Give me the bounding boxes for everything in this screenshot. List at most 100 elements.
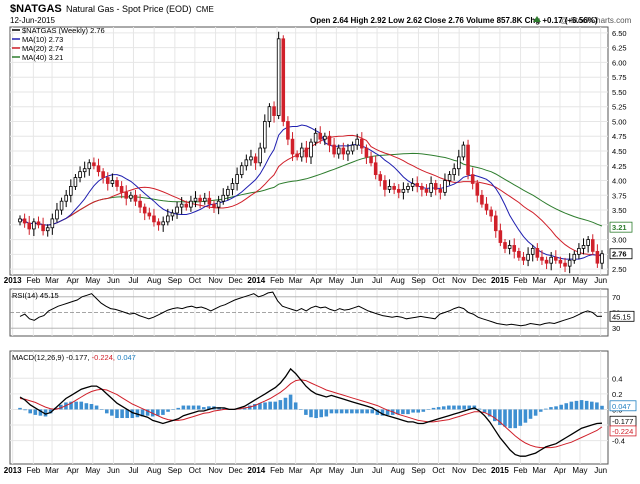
candle-body [336,147,341,155]
x-tick-label: Sep [168,276,183,285]
price-tick-label: 3.00 [612,236,627,245]
candle-body [50,218,55,229]
candle-body [41,224,45,232]
candle-body [138,200,142,208]
x-tick-label: Jul [372,466,382,475]
candle-body [87,162,92,170]
x-tick-label: Nov [208,276,222,285]
macd-histogram-bar [324,409,329,417]
macd-histogram-bar [28,409,32,414]
macd-last-value: -0.177 [612,417,633,426]
grid-layer [9,26,609,465]
macd-tick-label: -0.4 [612,437,625,446]
macd-histogram-bar [411,409,415,413]
price-tick-label: 5.25 [612,103,627,112]
candle-body [156,221,161,226]
macd-histogram-bar [156,409,160,416]
macd-histogram-bar [74,401,78,410]
candle-body [480,194,484,205]
candle-body [124,191,129,199]
x-tick-label: Aug [391,466,405,475]
candle-body [216,200,221,208]
x-tick-label: Mar [45,466,59,475]
x-tick-label: 2014 [247,466,265,475]
macd-histogram-bar [33,409,38,415]
candle-body [73,177,78,187]
macd-histogram-bar [110,409,114,416]
macd-histogram-bar [396,409,400,415]
rsi-panel: RSI(14) 45.15 [10,291,608,329]
legend-entry: MA(20) 2.74 [22,44,63,53]
macd-histogram-bar [202,407,206,410]
macd-histogram-bar [166,409,170,412]
price-tick-label: 3.75 [612,191,627,200]
candle-body [567,259,572,267]
candle-body [378,174,383,181]
candle-body [433,183,438,190]
macd-tick-label: 0.4 [612,374,622,383]
candle-body [558,259,563,264]
x-tick-label: 2013 [4,276,22,285]
candle-body [202,197,207,202]
macd-histogram-bar [283,397,288,410]
candle-body [498,230,503,243]
macd-histogram-bar [253,403,257,410]
candle-body [457,156,461,170]
candle-body [392,186,396,190]
macd-histogram-bar [533,409,538,416]
price-last-value-box [609,248,633,260]
watermark: @ StockCharts.com [560,16,632,25]
candle-body [466,144,470,176]
macd-histogram-bar [508,409,512,429]
macd-histogram-bar [544,408,548,410]
macd-histogram-bar [559,404,563,410]
macd-histogram-bar [518,409,523,426]
macd-histogram-bar [554,406,558,410]
x-tick-label: Mar [45,276,59,285]
macd-histogram-bar [600,405,604,410]
candle-body [78,171,82,178]
macd-tick-label: 0.2 [612,390,622,399]
macd-histogram-bar [125,409,129,419]
macd-histogram-bar [538,409,543,412]
macd-histogram-bar [355,409,359,414]
candle-body [295,153,299,158]
macd-histogram-bar [431,407,436,410]
legend-entry: MA(10) 2.73 [22,35,63,44]
macd-histogram-bar [549,407,553,410]
macd-histogram-bar [161,409,165,415]
candle-body [309,141,313,158]
candle-body [410,183,415,187]
macd-histogram-bar [528,409,533,419]
candle-body [577,248,581,255]
price-last-value: 3.21 [612,223,627,232]
macd-histogram-bar [319,409,323,418]
x-tick-label: Feb [26,466,40,475]
candle-body [18,218,22,223]
rsi-tick-label: 70 [612,293,620,302]
macd-histogram-bar [482,409,487,413]
candle-body [147,212,152,217]
macd-histogram-bar [421,409,426,412]
x-tick-label: May [85,466,100,475]
macd-frame [9,350,609,465]
macd-histogram-bar [38,409,43,416]
macd-histogram-bar [523,409,528,423]
macd-histogram-bar [498,409,502,426]
x-tick-label: Apr [310,276,323,285]
macd-histogram-bar [584,400,589,410]
candle-body [470,174,475,184]
x-tick-label: Jul [128,276,138,285]
candle-body [110,180,115,184]
macd-last-value: -0.224 [612,427,633,436]
candle-body [272,106,276,116]
x-tick-label: Aug [147,276,161,285]
price-tick-label: 4.75 [612,132,627,141]
price-tick-label: 2.50 [612,265,627,274]
candle-body [267,106,272,122]
x-tick-label: Mar [289,276,303,285]
candle-body [105,177,110,184]
candle-body [226,188,230,196]
candle-body [563,262,567,267]
